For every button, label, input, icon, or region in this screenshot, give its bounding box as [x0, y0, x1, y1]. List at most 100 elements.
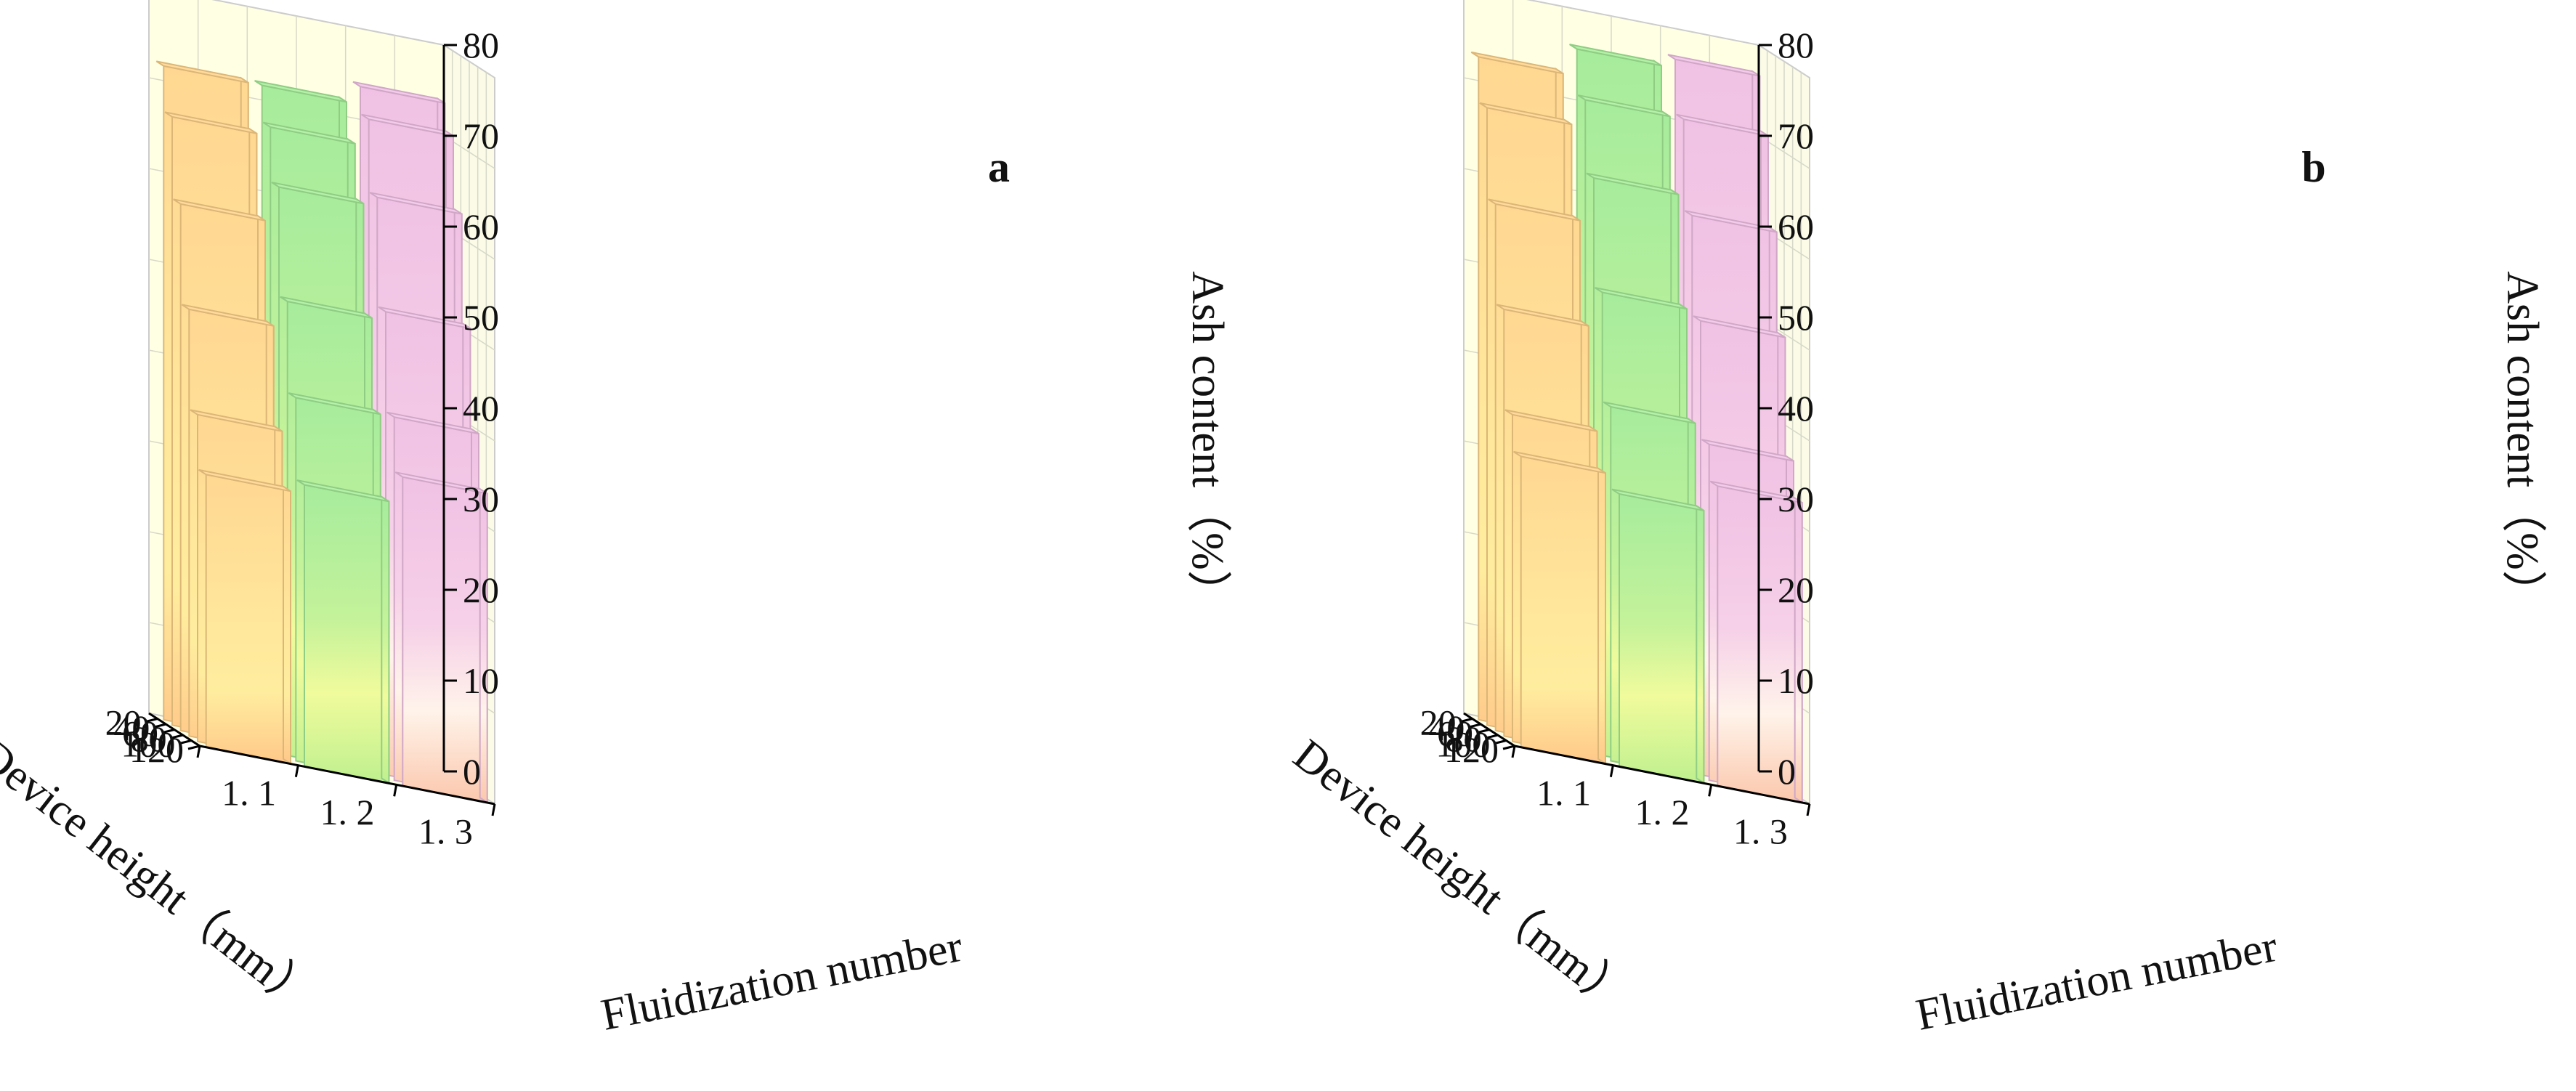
ash-tick-label: 40 — [1778, 388, 1814, 429]
ash-axis-title: Ash content（%） — [1183, 271, 1232, 615]
bar-top — [190, 409, 283, 432]
panel-label: a — [988, 143, 1010, 191]
fluidization-tick-mark — [1609, 765, 1614, 777]
ash-tick-label: 50 — [1778, 297, 1814, 338]
fluidization-tick-label: 1. 3 — [418, 811, 473, 852]
height-tick-label: 80 — [1446, 718, 1482, 759]
fluidization-tick-mark — [196, 745, 201, 758]
fluidization-tick-mark — [294, 765, 299, 777]
bar-top — [1577, 94, 1671, 118]
ash-tick-label: 70 — [1778, 115, 1814, 156]
height-tick-label: 120 — [1444, 729, 1499, 770]
bar-top — [1693, 315, 1786, 338]
bar-top — [271, 182, 364, 205]
fluidization-axis-title: Fluidization number — [1912, 922, 2282, 1040]
bar-top — [288, 392, 381, 415]
ash-tick-label: 10 — [1778, 660, 1814, 701]
height-tick-label: 80 — [131, 718, 167, 759]
height-tick-mark — [162, 729, 175, 734]
bar-top — [1496, 304, 1589, 327]
height-tick-label: 120 — [129, 729, 184, 770]
ash-axis-title: Ash content（%） — [2498, 271, 2547, 615]
height-tick-label: 40 — [1428, 707, 1465, 748]
bar-top — [1504, 409, 1597, 432]
height-tick-mark — [153, 723, 166, 729]
bar-top — [1595, 287, 1688, 310]
bar-side — [479, 487, 488, 804]
fluidization-tick-label: 1. 2 — [1635, 792, 1690, 832]
fluidization-axis-line — [1514, 745, 1810, 806]
height-tick-mark — [179, 739, 192, 745]
ash-tick-label: 20 — [463, 569, 499, 610]
ash-tick-label: 20 — [1778, 569, 1814, 610]
bar-top — [1709, 480, 1803, 504]
height-tick-mark — [1460, 718, 1473, 723]
bar-fn2-h120 — [296, 479, 390, 784]
fluidization-tick-label: 1. 3 — [1733, 811, 1788, 852]
bar-top — [1470, 51, 1564, 75]
ash-tick-label: 60 — [1778, 206, 1814, 247]
bar-top — [280, 296, 373, 319]
fluidization-tick-label: 1. 2 — [320, 792, 375, 832]
fluidization-tick-mark — [1806, 803, 1811, 816]
bar-fn2-h120 — [1611, 488, 1705, 784]
fluidization-tick-mark — [1708, 784, 1713, 797]
height-tick-mark — [171, 734, 184, 739]
height-tick-label: 40 — [113, 707, 150, 748]
ash-tick-label: 30 — [463, 479, 499, 519]
fluidization-tick-label: 1. 1 — [1536, 772, 1591, 813]
height-tick-mark — [1477, 729, 1490, 734]
fluidization-axis-line — [199, 745, 495, 806]
ash-tick-label: 80 — [1778, 25, 1814, 65]
bar-front — [304, 484, 390, 784]
bar-side — [1696, 504, 1705, 784]
fluidization-tick-mark — [1511, 745, 1516, 758]
bar-top — [1611, 488, 1704, 511]
panel-label: b — [2301, 143, 2325, 191]
fluidization-tick-mark — [393, 784, 398, 797]
bar-front — [1619, 492, 1705, 784]
height-tick-mark — [1468, 723, 1481, 729]
bar-top — [394, 471, 488, 495]
height-tick-label: 100 — [1435, 724, 1490, 765]
bar-side — [381, 495, 390, 784]
bar-front — [205, 474, 291, 765]
bar-top — [369, 192, 463, 215]
fluidization-axis-title: Fluidization number — [597, 922, 967, 1040]
ash-tick-label: 60 — [463, 206, 499, 247]
ash-tick-label: 80 — [463, 25, 499, 65]
bar-fn1-h120 — [198, 469, 291, 766]
bar-top — [1479, 102, 1572, 126]
bar-side — [1597, 466, 1606, 766]
ash-tick-label: 70 — [463, 115, 499, 156]
bar-top — [262, 121, 356, 145]
height-tick-mark — [1502, 745, 1515, 750]
height-tick-label: 100 — [121, 724, 175, 765]
bar-front — [1520, 455, 1606, 765]
bar-top — [198, 469, 291, 492]
bar-side — [1794, 496, 1803, 804]
height-tick-label: 60 — [122, 713, 158, 754]
bar-top — [181, 304, 275, 327]
bar-top — [254, 80, 347, 103]
height-tick-mark — [145, 718, 158, 723]
bar-top — [1513, 450, 1606, 474]
ash-tick-label: 40 — [463, 388, 499, 429]
bar-side — [283, 484, 291, 766]
ash-tick-label: 10 — [463, 660, 499, 701]
ash-tick-label: 0 — [463, 751, 481, 792]
bar-top — [1603, 401, 1696, 424]
ash-tick-label: 50 — [463, 297, 499, 338]
fluidization-tick-mark — [491, 803, 496, 816]
bar-top — [296, 479, 389, 503]
ash-tick-label: 30 — [1778, 479, 1814, 519]
ash-tick-label: 0 — [1778, 751, 1796, 792]
bar-top — [1488, 198, 1581, 222]
fluidization-tick-label: 1. 1 — [222, 772, 276, 813]
bar-top — [164, 111, 257, 134]
bar-top — [378, 306, 471, 330]
